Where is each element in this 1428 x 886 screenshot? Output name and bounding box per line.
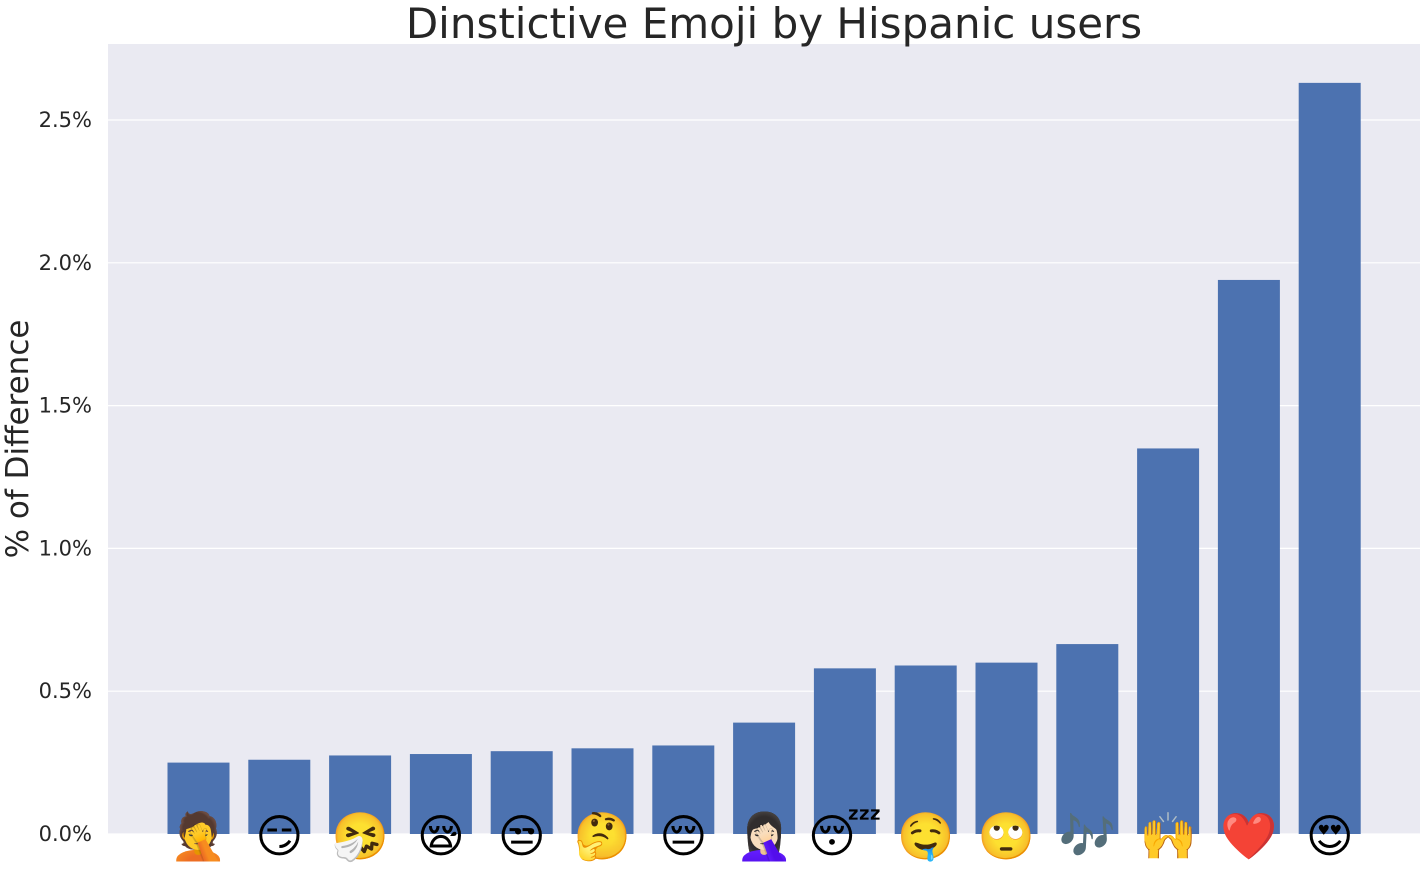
bar (571, 748, 634, 834)
y-tick-label: 1.0% (39, 536, 92, 560)
x-axis-ticks: 🤦 😏 🤧 😪 😒 🤔 😔 🤦🏻‍♀️ 😴 🤤 🙄 🎶 🙌 ❤️ 😍 (170, 808, 1354, 864)
bar (813, 668, 876, 834)
x-tick-emoji: 🤤 (897, 809, 954, 863)
y-axis-ticks: 0.0% 0.5% 1.0% 1.5% 2.0% 2.5% (39, 108, 92, 846)
x-tick-emoji: 🙄 (978, 809, 1035, 863)
bar (652, 745, 715, 834)
chart-title: Dinstictive Emoji by Hispanic users (406, 0, 1142, 48)
x-tick-emoji: 😴 (808, 809, 882, 863)
x-tick-emoji: 😪 (417, 809, 465, 863)
bar (409, 754, 472, 834)
bar (1217, 279, 1280, 834)
x-tick-emoji: 😏 (255, 809, 303, 863)
x-tick-emoji: 🤦🏻‍♀️ (735, 809, 792, 863)
bar (894, 665, 957, 834)
bar (167, 762, 230, 834)
plot-background (108, 44, 1420, 834)
x-tick-emoji: 🤧 (331, 809, 388, 864)
bar (329, 755, 392, 834)
x-tick-emoji: ❤️ (1220, 809, 1278, 863)
y-axis-label: % of Difference (0, 320, 36, 559)
x-tick-emoji: 🎶 (1059, 809, 1116, 863)
bar (1137, 448, 1200, 834)
x-tick-emoji: 😔 (659, 809, 707, 863)
bars (167, 82, 1361, 834)
bar (490, 751, 553, 834)
bar (733, 722, 796, 834)
x-tick-emoji: 🙌 (1139, 809, 1196, 863)
x-tick-emoji: 🤦 (170, 808, 227, 863)
x-tick-emoji: 😒 (498, 809, 546, 863)
y-tick-label: 0.0% (39, 822, 92, 846)
bar (248, 759, 311, 834)
y-tick-label: 0.5% (39, 679, 92, 703)
y-tick-label: 2.0% (39, 251, 92, 275)
bar (1298, 82, 1361, 834)
grid-lines (108, 119, 1420, 835)
bar (975, 662, 1038, 834)
y-tick-label: 1.5% (39, 394, 92, 418)
x-tick-emoji: 😍 (1306, 809, 1354, 863)
y-tick-label: 2.5% (39, 108, 92, 132)
x-tick-emoji: 🤔 (574, 809, 631, 863)
bar (1056, 644, 1119, 834)
